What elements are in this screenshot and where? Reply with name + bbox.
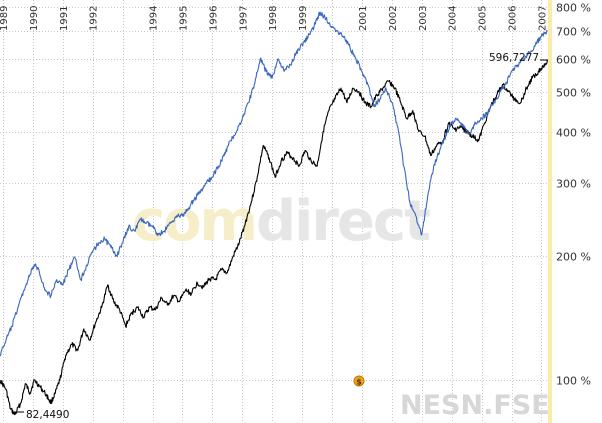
- watermark-part2: direct: [256, 189, 430, 254]
- symbol-label: NESN.FSE: [400, 390, 550, 421]
- x-axis-tick-labels: 1989 1990 1991 1992 1994 1995 1996 1997 1998 1999…: [0, 6, 548, 31]
- x-tick-label-2004: 2004: [448, 6, 459, 31]
- watermark-text: comdirect: [132, 189, 430, 254]
- dividend-marker-icon[interactable]: [353, 375, 365, 387]
- y-tick-label-700: 700 %: [556, 26, 591, 39]
- x-tick-label-1996: 1996: [208, 6, 219, 31]
- x-tick-label-2006: 2006: [508, 6, 519, 31]
- y-tick-label-100: 100 %: [556, 375, 591, 388]
- grid: [0, 0, 548, 423]
- y-tick-label-500: 500 %: [556, 87, 591, 100]
- x-tick-label-2005: 2005: [478, 6, 489, 31]
- y-tick-label-600: 600 %: [556, 54, 591, 67]
- x-tick-label-2007: 2007: [537, 6, 548, 31]
- x-tick-label-1989: 1989: [0, 6, 10, 31]
- dividend-marker-group: $: [353, 375, 365, 387]
- y-tick-label-400: 400 %: [556, 127, 591, 140]
- first-value-label: 82,4490: [26, 409, 69, 421]
- y-axis-tick-labels: 100 % 200 % 300 % 400 % 500 % 600 % 700 % 800 %: [556, 2, 591, 388]
- series-lines: [0, 11, 548, 416]
- x-tick-label-1998: 1998: [268, 6, 279, 31]
- x-tick-label-1992: 1992: [89, 6, 100, 31]
- x-tick-label-1995: 1995: [178, 6, 189, 31]
- annotations: 596,7277 82,4490: [14, 52, 548, 421]
- y-tick-label-200: 200 %: [556, 251, 591, 264]
- x-tick-label-2001: 2001: [358, 6, 369, 31]
- series-line-1: [0, 59, 548, 416]
- x-tick-label-1994: 1994: [149, 6, 160, 31]
- last-value-label: 596,7277: [489, 52, 539, 64]
- dividend-marker-symbol: $: [356, 378, 362, 387]
- y-tick-label-300: 300 %: [556, 178, 591, 191]
- x-tick-label-1991: 1991: [59, 6, 70, 31]
- right-axis-band: [548, 0, 552, 423]
- x-tick-label-2002: 2002: [388, 6, 399, 31]
- x-tick-label-1999: 1999: [298, 6, 309, 31]
- x-tick-label-1997: 1997: [238, 6, 249, 31]
- series-line-2: [0, 11, 548, 357]
- y-tick-label-800: 800 %: [556, 2, 591, 15]
- x-tick-label-2003: 2003: [418, 6, 429, 31]
- watermark: comdirect: [132, 189, 432, 254]
- x-tick-label-1990: 1990: [29, 6, 40, 31]
